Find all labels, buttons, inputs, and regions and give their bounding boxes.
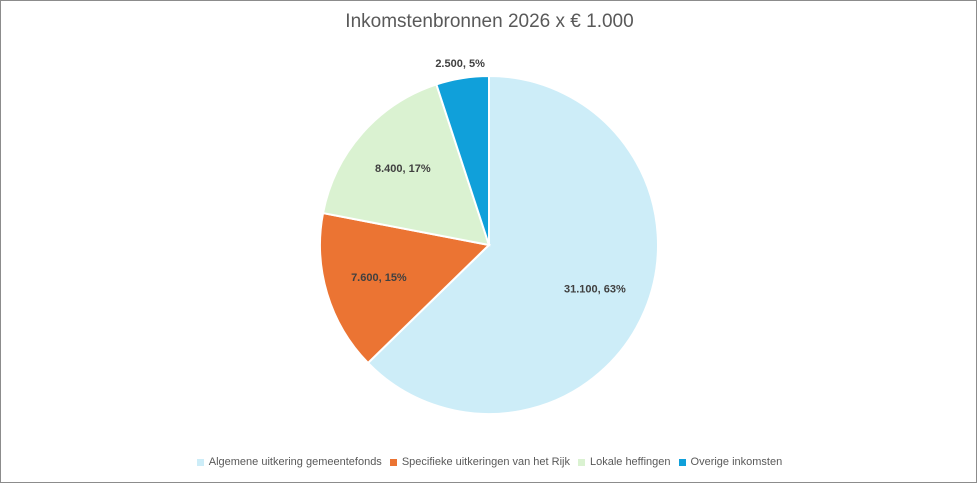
pie-slice-specifieke-uitkeringen xyxy=(319,211,492,365)
legend-swatch xyxy=(196,458,204,466)
legend-item-algemene-uitkering: Algemene uitkering gemeentefonds xyxy=(196,456,382,468)
legend-item-lokale-heffingen: Lokale heffingen xyxy=(577,456,671,468)
pie-slice-lokale-heffingen xyxy=(321,83,491,247)
legend-label: Specifieke uitkeringen van het Rijk xyxy=(401,456,570,468)
data-label-algemene-uitkering: 31.100, 63% xyxy=(564,284,626,296)
legend-item-specifieke-uitkeringen: Specifieke uitkeringen van het Rijk xyxy=(389,456,570,468)
legend-swatch xyxy=(678,458,686,466)
legend-label: Algemene uitkering gemeentefonds xyxy=(208,456,382,468)
pie-slice-overige-inkomsten xyxy=(435,74,490,246)
legend-label: Lokale heffingen xyxy=(589,456,671,468)
data-label-specifieke-uitkeringen: 7.600, 15% xyxy=(351,272,407,284)
legend-swatch xyxy=(577,458,585,466)
data-label-lokale-heffingen: 8.400, 17% xyxy=(375,163,431,175)
legend-item-overige-inkomsten: Overige inkomsten xyxy=(678,456,783,468)
pie-slice-algemene-uitkering xyxy=(366,74,659,415)
chart-title: Inkomstenbronnen 2026 x € 1.000 xyxy=(345,11,634,32)
data-label-overige-inkomsten: 2.500, 5% xyxy=(435,58,485,70)
legend-label: Overige inkomsten xyxy=(690,456,783,468)
legend-swatch xyxy=(389,458,397,466)
legend: Algemene uitkering gemeentefonds Specifi… xyxy=(1,456,977,468)
